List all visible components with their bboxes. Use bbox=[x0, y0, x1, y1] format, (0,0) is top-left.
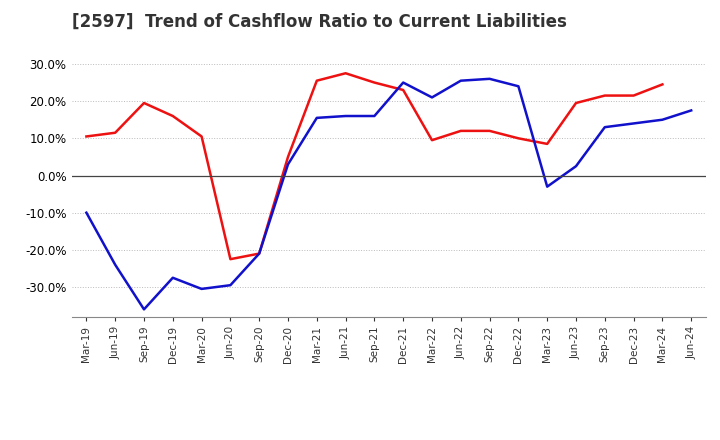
Free CF to Current Liabilities bbox=[456, 78, 465, 83]
Operating CF to Current Liabilities bbox=[485, 128, 494, 133]
Operating CF to Current Liabilities bbox=[428, 138, 436, 143]
Free CF to Current Liabilities bbox=[600, 125, 609, 130]
Operating CF to Current Liabilities bbox=[284, 154, 292, 160]
Free CF to Current Liabilities bbox=[485, 76, 494, 81]
Operating CF to Current Liabilities bbox=[600, 93, 609, 98]
Operating CF to Current Liabilities bbox=[82, 134, 91, 139]
Operating CF to Current Liabilities bbox=[514, 136, 523, 141]
Free CF to Current Liabilities bbox=[543, 184, 552, 189]
Free CF to Current Liabilities bbox=[226, 282, 235, 288]
Operating CF to Current Liabilities bbox=[226, 257, 235, 262]
Operating CF to Current Liabilities bbox=[168, 114, 177, 119]
Free CF to Current Liabilities bbox=[399, 80, 408, 85]
Free CF to Current Liabilities bbox=[572, 164, 580, 169]
Free CF to Current Liabilities bbox=[629, 121, 638, 126]
Operating CF to Current Liabilities bbox=[312, 78, 321, 83]
Operating CF to Current Liabilities bbox=[543, 141, 552, 147]
Free CF to Current Liabilities bbox=[370, 114, 379, 119]
Free CF to Current Liabilities bbox=[658, 117, 667, 122]
Operating CF to Current Liabilities bbox=[572, 100, 580, 106]
Line: Operating CF to Current Liabilities: Operating CF to Current Liabilities bbox=[86, 73, 662, 259]
Operating CF to Current Liabilities bbox=[629, 93, 638, 98]
Free CF to Current Liabilities bbox=[428, 95, 436, 100]
Free CF to Current Liabilities bbox=[111, 262, 120, 268]
Free CF to Current Liabilities bbox=[312, 115, 321, 121]
Operating CF to Current Liabilities bbox=[658, 82, 667, 87]
Free CF to Current Liabilities bbox=[168, 275, 177, 280]
Operating CF to Current Liabilities bbox=[111, 130, 120, 136]
Operating CF to Current Liabilities bbox=[370, 80, 379, 85]
Free CF to Current Liabilities bbox=[255, 251, 264, 256]
Free CF to Current Liabilities bbox=[197, 286, 206, 292]
Text: [2597]  Trend of Cashflow Ratio to Current Liabilities: [2597] Trend of Cashflow Ratio to Curren… bbox=[72, 13, 567, 31]
Operating CF to Current Liabilities bbox=[255, 251, 264, 256]
Operating CF to Current Liabilities bbox=[140, 100, 148, 106]
Operating CF to Current Liabilities bbox=[197, 134, 206, 139]
Free CF to Current Liabilities bbox=[687, 108, 696, 113]
Operating CF to Current Liabilities bbox=[399, 88, 408, 93]
Free CF to Current Liabilities bbox=[514, 84, 523, 89]
Operating CF to Current Liabilities bbox=[456, 128, 465, 133]
Free CF to Current Liabilities bbox=[341, 114, 350, 119]
Operating CF to Current Liabilities bbox=[341, 70, 350, 76]
Free CF to Current Liabilities bbox=[140, 307, 148, 312]
Line: Free CF to Current Liabilities: Free CF to Current Liabilities bbox=[86, 79, 691, 309]
Free CF to Current Liabilities bbox=[82, 210, 91, 215]
Free CF to Current Liabilities bbox=[284, 162, 292, 167]
